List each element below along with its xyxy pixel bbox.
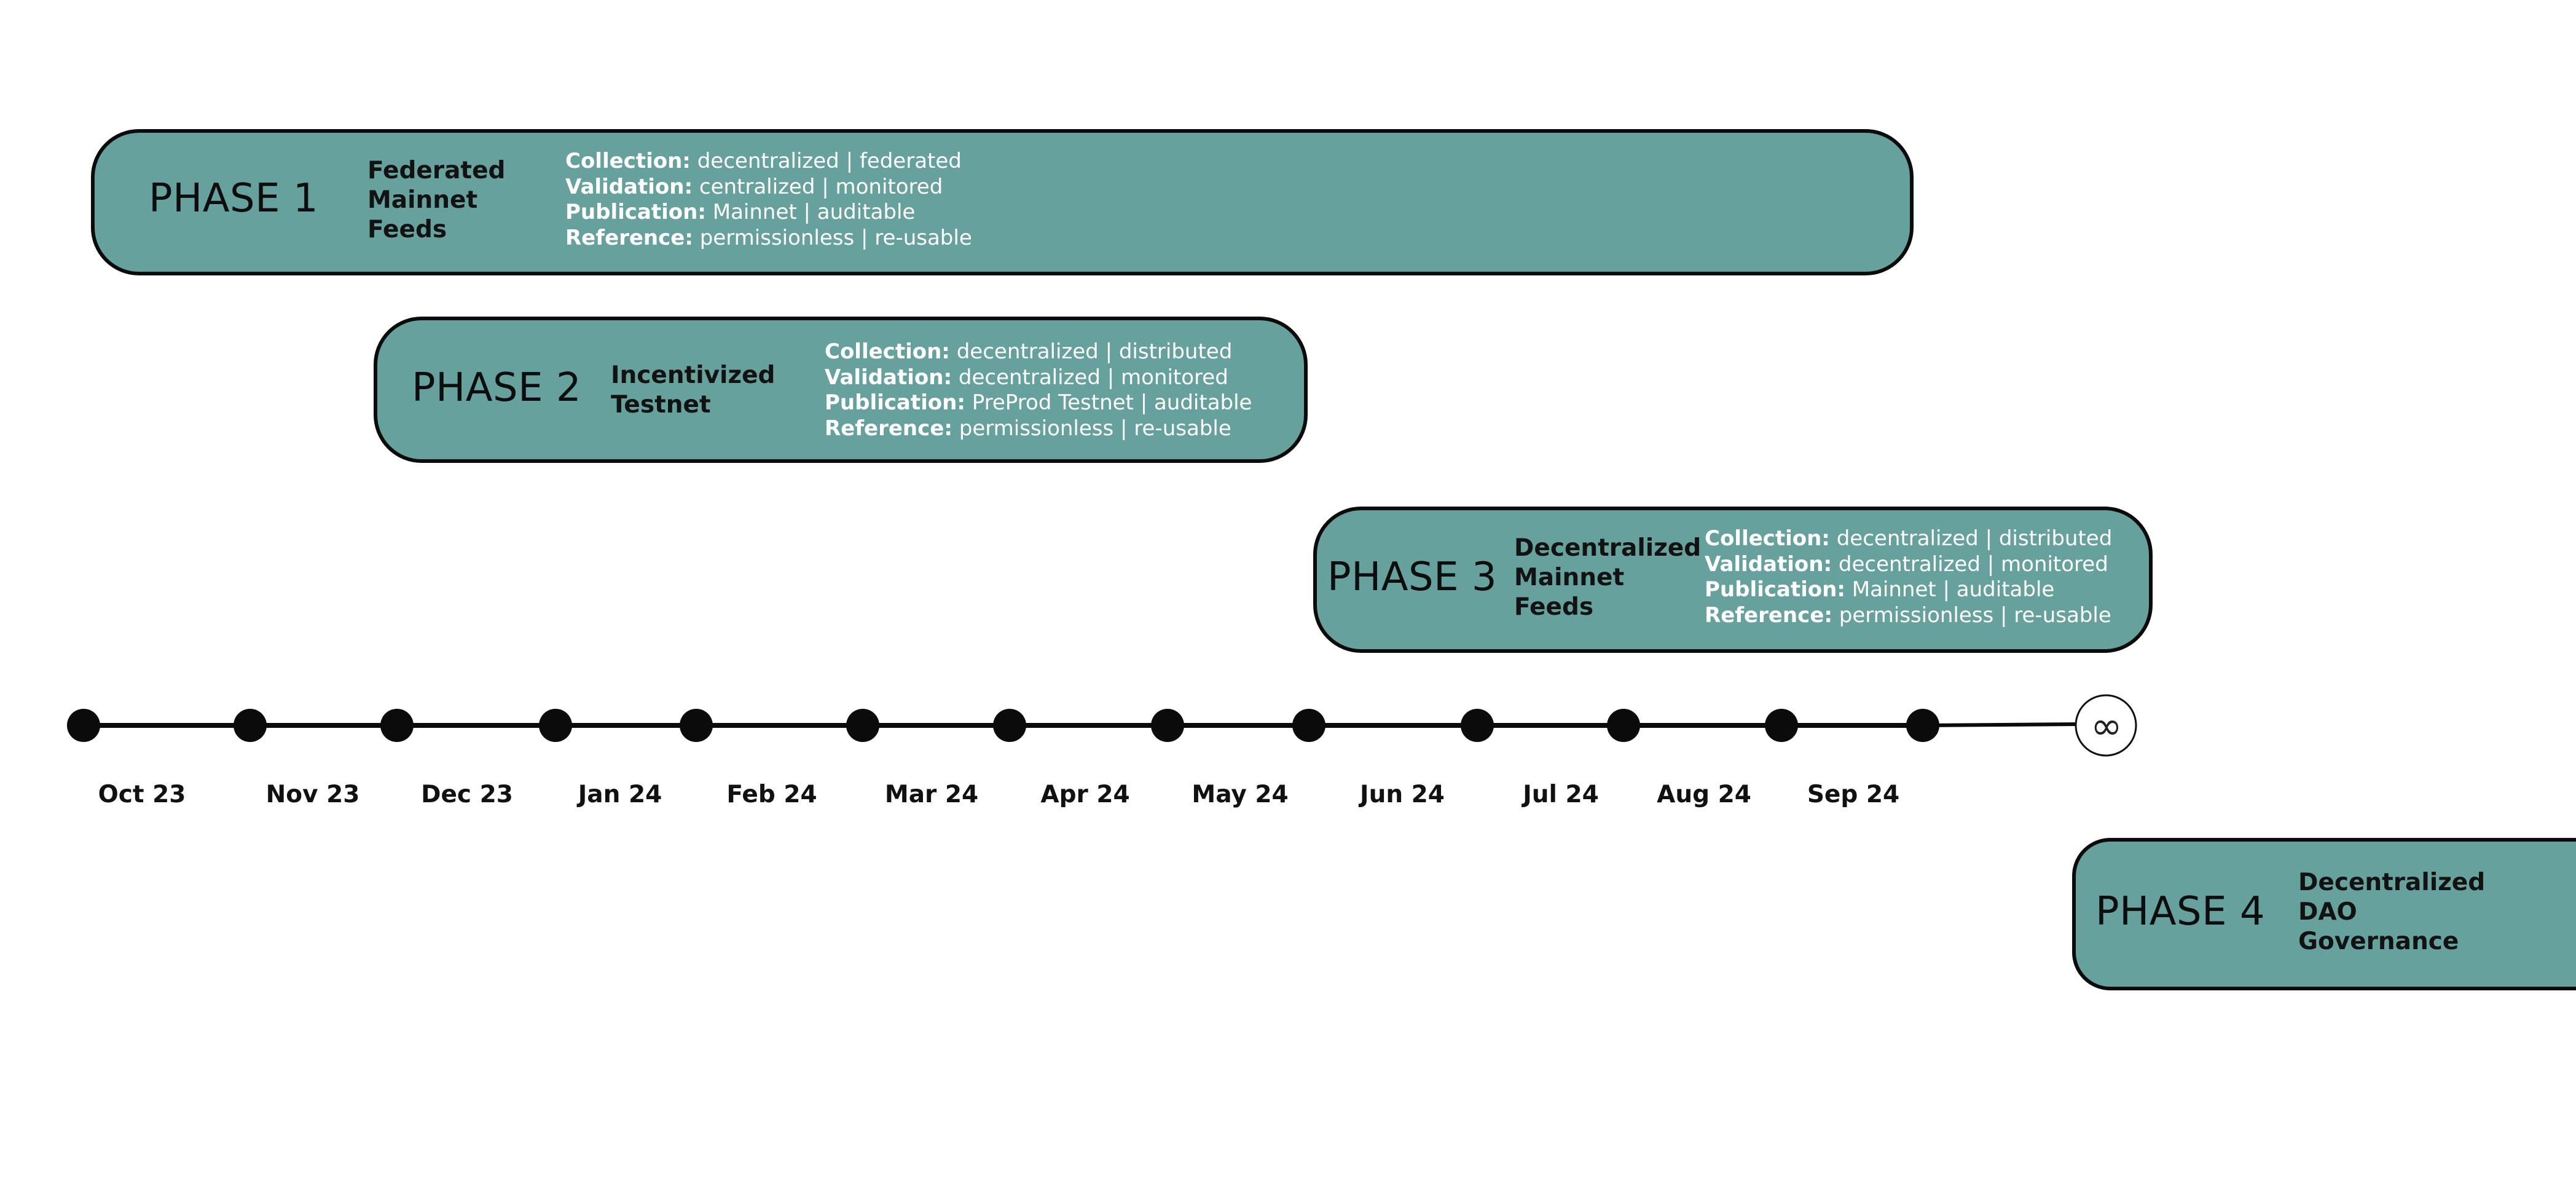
phase-3-card xyxy=(1313,507,2153,653)
timeline-dot xyxy=(1906,709,1939,742)
phase-1-name-line: Feeds xyxy=(367,216,447,243)
detail-value: permissionless | re-usable xyxy=(1839,602,2111,628)
phase-2-name-line: Incentivized xyxy=(611,361,776,389)
phase-4-name-line: DAO xyxy=(2298,898,2357,926)
detail-value: PreProd Testnet | auditable xyxy=(972,390,1252,415)
detail-value: decentralized | distributed xyxy=(1836,526,2113,551)
timeline-dot xyxy=(680,709,713,742)
detail-value: decentralized | distributed xyxy=(956,339,1233,364)
phase-1-details: Collection: decentralized | federated Va… xyxy=(565,149,972,251)
phase-2-title: PHASE 2 xyxy=(412,365,582,411)
timeline-dot xyxy=(993,709,1026,742)
month-label: May 24 xyxy=(1192,781,1289,808)
timeline-dot xyxy=(1607,709,1640,742)
month-label: Dec 23 xyxy=(421,781,513,808)
detail-label: Collection: xyxy=(565,149,691,173)
phase-4-name: Decentralized DAO Governance xyxy=(2298,868,2485,957)
phase-3-title: PHASE 3 xyxy=(1327,555,1498,600)
detail-label: Collection: xyxy=(825,339,950,364)
detail-row: Collection: decentralized | federated xyxy=(565,149,972,175)
timeline-line-end xyxy=(1922,722,2076,727)
timeline-dot xyxy=(1151,709,1184,742)
detail-value: decentralized | monitored xyxy=(958,365,1228,390)
phase-2-details: Collection: decentralized | distributed … xyxy=(825,339,1252,441)
detail-row: Validation: decentralized | monitored xyxy=(825,365,1252,391)
detail-row: Collection: decentralized | distributed xyxy=(825,339,1252,365)
phase-1-name-line: Mainnet xyxy=(367,186,478,214)
timeline-dot xyxy=(1292,709,1325,742)
detail-label: Publication: xyxy=(825,390,965,415)
detail-row: Validation: decentralized | monitored xyxy=(1705,552,2112,578)
detail-row: Reference: permissionless | re-usable xyxy=(1705,603,2112,629)
phase-1-title: PHASE 1 xyxy=(149,176,319,221)
detail-value: centralized | monitored xyxy=(699,174,943,199)
month-label: Aug 24 xyxy=(1657,781,1751,808)
phase-4-card xyxy=(2072,838,2576,990)
month-label: Sep 24 xyxy=(1807,781,1900,808)
detail-label: Validation: xyxy=(825,365,952,390)
detail-label: Publication: xyxy=(565,200,706,224)
phase-3-name: Decentralized Mainnet Feeds xyxy=(1514,534,1701,622)
detail-value: Mainnet | auditable xyxy=(1852,577,2055,602)
month-label: Jun 24 xyxy=(1360,781,1445,808)
month-label: Jul 24 xyxy=(1523,781,1599,808)
timeline-dot xyxy=(1765,709,1798,742)
detail-label: Reference: xyxy=(1705,602,1832,628)
detail-row: Validation: centralized | monitored xyxy=(565,175,972,200)
phase-4-name-line: Governance xyxy=(2298,928,2459,955)
phase-1-card xyxy=(91,129,1914,275)
detail-value: permissionless | re-usable xyxy=(699,225,972,250)
phase-3-name-line: Decentralized xyxy=(1514,534,1702,562)
detail-label: Collection: xyxy=(1705,526,1830,551)
timeline-dot xyxy=(67,709,100,742)
detail-label: Validation: xyxy=(1705,551,1832,577)
detail-value: Mainnet | auditable xyxy=(712,200,916,224)
month-label: Oct 23 xyxy=(98,781,186,808)
detail-value: permissionless | re-usable xyxy=(959,416,1231,441)
detail-value: decentralized | monitored xyxy=(1838,551,2108,577)
timeline-dot xyxy=(234,709,267,742)
month-label: Nov 23 xyxy=(265,781,360,808)
month-label: Mar 24 xyxy=(884,781,979,808)
phase-2-name: Incentivized Testnet xyxy=(611,361,775,420)
month-label: Jan 24 xyxy=(578,781,662,808)
detail-row: Publication: Mainnet | auditable xyxy=(1705,577,2112,603)
timeline-dot xyxy=(380,709,414,742)
phase-3-name-line: Feeds xyxy=(1514,593,1594,621)
month-label: Feb 24 xyxy=(726,781,817,808)
phase-1-name: Federated Mainnet Feeds xyxy=(367,156,505,245)
detail-row: Reference: permissionless | re-usable xyxy=(565,226,972,251)
timeline-dot xyxy=(539,709,572,742)
detail-value: decentralized | federated xyxy=(697,149,962,173)
detail-row: Publication: PreProd Testnet | auditable xyxy=(825,390,1252,416)
phase-3-details: Collection: decentralized | distributed … xyxy=(1705,526,2112,628)
detail-label: Publication: xyxy=(1705,577,1845,602)
timeline-dot xyxy=(1461,709,1494,742)
detail-label: Reference: xyxy=(825,416,952,441)
phase-1-name-line: Federated xyxy=(367,157,506,184)
timeline-dot xyxy=(846,709,879,742)
phase-4-name-line: Decentralized xyxy=(2298,869,2486,896)
detail-label: Reference: xyxy=(565,225,693,250)
phase-2-name-line: Testnet xyxy=(611,391,711,419)
infinity-icon: ∞ xyxy=(2091,703,2122,748)
detail-row: Publication: Mainnet | auditable xyxy=(565,200,972,226)
detail-row: Collection: decentralized | distributed xyxy=(1705,526,2112,552)
phase-4-title: PHASE 4 xyxy=(2095,889,2266,934)
month-label: Apr 24 xyxy=(1040,781,1130,808)
detail-label: Validation: xyxy=(565,174,693,199)
phase-2-card xyxy=(374,317,1308,463)
phase-3-name-line: Mainnet xyxy=(1514,564,1625,591)
detail-row: Reference: permissionless | re-usable xyxy=(825,416,1252,442)
timeline-end-circle xyxy=(2075,694,2137,757)
